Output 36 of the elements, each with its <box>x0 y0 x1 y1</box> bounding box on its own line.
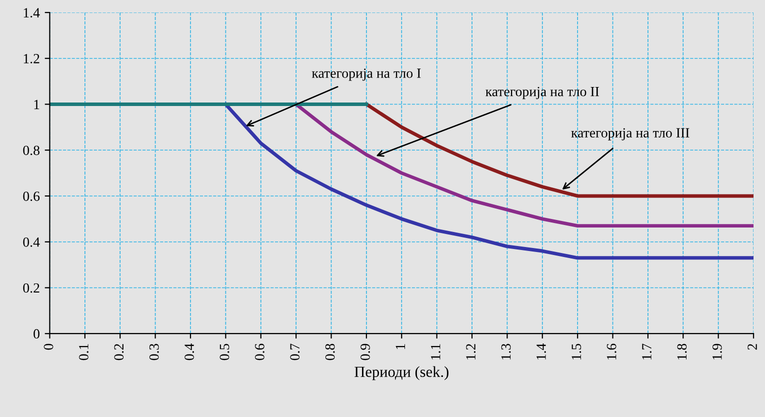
y-tick-label: 1.2 <box>24 54 40 64</box>
y-tick-label: 0 <box>34 329 40 339</box>
x-tick-label: 1.5 <box>572 344 582 360</box>
x-tick-label: 1.9 <box>712 344 722 360</box>
y-tick-label: 1.4 <box>24 8 40 18</box>
x-tick-label: 0.5 <box>220 344 230 360</box>
annotation: категорија на тло II <box>486 86 599 100</box>
line-series <box>224 102 754 260</box>
y-tick-label: 0.6 <box>23 192 40 202</box>
x-tick-label: 1.3 <box>501 344 511 360</box>
x-tick-label: 0.1 <box>79 344 88 360</box>
x-tick-label: 0.9 <box>360 344 370 360</box>
x-tick-label: 0.4 <box>184 344 194 360</box>
x-tick-label: 0.6 <box>254 344 264 360</box>
x-tick-label: 0.3 <box>149 344 159 360</box>
y-tick-label: 0.2 <box>23 283 40 293</box>
x-tick-label: 1.4 <box>536 344 546 360</box>
x-tick-label: 0 <box>44 344 54 350</box>
annotation: категорија на тло III <box>571 128 690 140</box>
x-tick-label: 1.8 <box>677 344 687 360</box>
x-tick-label: 1.6 <box>606 344 616 360</box>
x-axis-title: Периоди (sek.) <box>354 366 448 380</box>
y-tick-label: 0.4 <box>23 237 40 247</box>
x-tick-label: 0.8 <box>325 344 335 360</box>
x-tick-label: 1 <box>396 344 405 350</box>
y-tick-label: 0.8 <box>23 146 40 156</box>
x-tick-label: 0.2 <box>114 344 124 360</box>
line-series <box>294 102 754 228</box>
x-tick-label: 0.7 <box>290 344 300 360</box>
x-tick-label: 1.7 <box>642 344 652 360</box>
line-series <box>364 102 754 198</box>
annotation: категорија на тло I <box>312 68 421 81</box>
x-tick-label: 2 <box>748 344 757 350</box>
x-tick-label: 1.1 <box>430 344 440 360</box>
x-tick-label: 1.2 <box>466 344 476 360</box>
y-tick-label: 1 <box>34 100 40 110</box>
